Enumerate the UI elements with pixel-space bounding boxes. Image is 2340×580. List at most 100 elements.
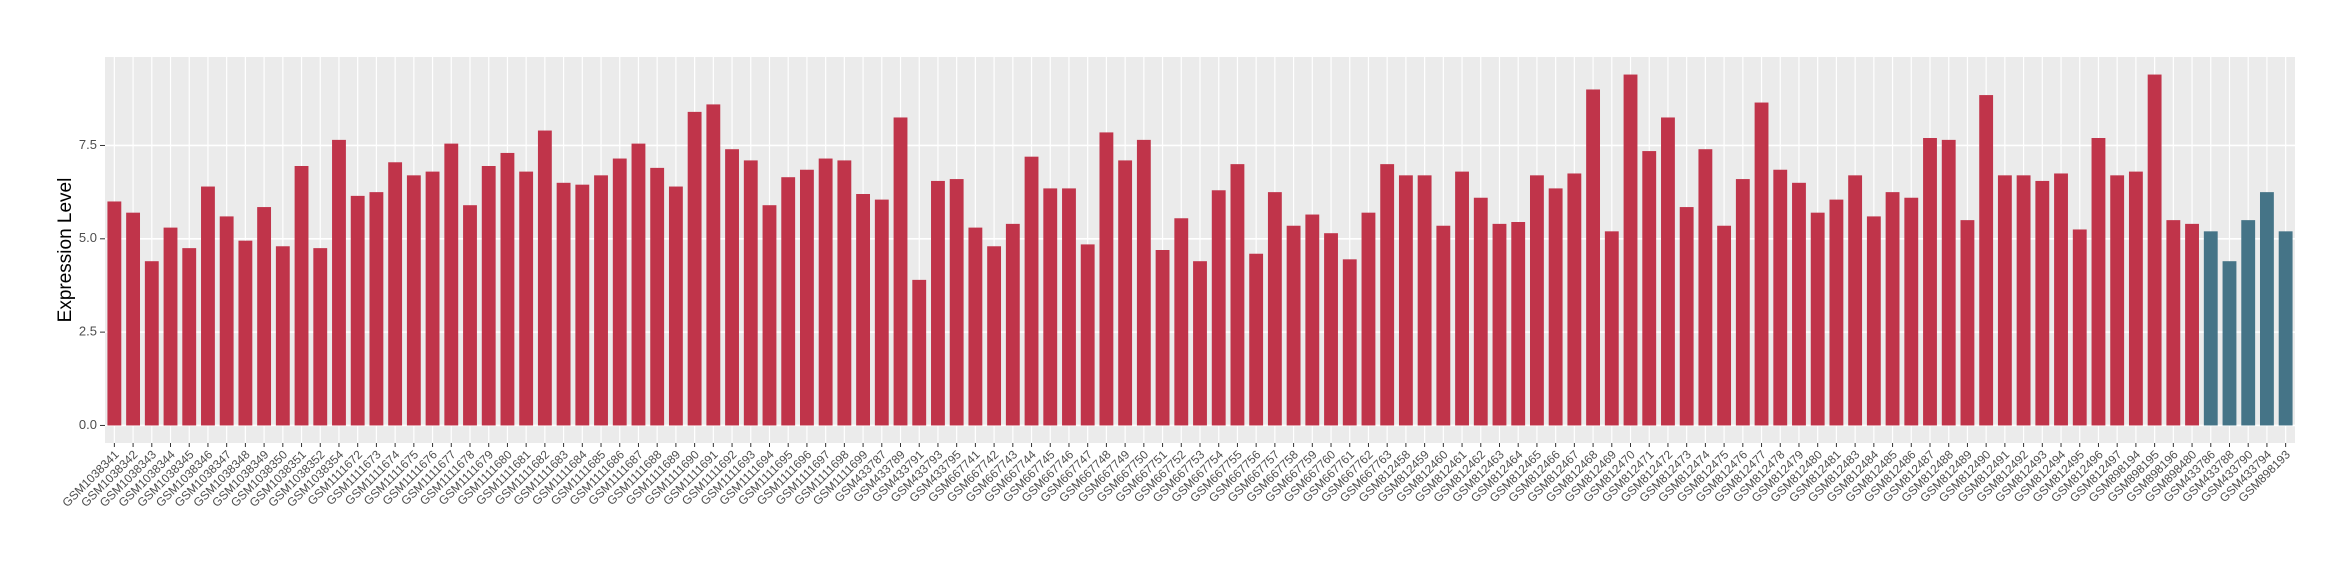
bar	[594, 175, 608, 426]
bar	[1623, 74, 1638, 426]
bar	[2185, 223, 2199, 426]
bar	[612, 158, 627, 426]
bar	[1342, 259, 1357, 426]
bar	[369, 192, 384, 426]
bar	[163, 227, 178, 426]
bar	[350, 195, 365, 426]
bar	[1960, 220, 1975, 426]
bar	[1698, 149, 1713, 426]
bar	[1923, 138, 1937, 426]
bar	[2110, 175, 2125, 426]
bar	[1005, 223, 1020, 426]
bar	[2016, 175, 2031, 426]
bar	[1979, 95, 1994, 426]
bar	[912, 279, 927, 426]
bar	[1455, 171, 1469, 426]
bar	[1118, 160, 1133, 426]
bar	[556, 182, 571, 426]
bar	[182, 248, 197, 426]
bar	[1885, 192, 1900, 426]
bar	[1492, 223, 1507, 426]
bar	[481, 166, 496, 426]
bar	[893, 117, 908, 426]
bar	[1586, 89, 1601, 426]
bar	[1305, 214, 1320, 426]
bar	[1024, 156, 1039, 426]
bar	[706, 104, 721, 426]
bar	[1511, 222, 1526, 426]
bar	[1062, 188, 1076, 426]
bar	[201, 186, 215, 426]
bar	[1043, 188, 1058, 426]
bar	[388, 162, 403, 426]
bar	[425, 171, 440, 426]
bar	[668, 186, 683, 426]
y-tick-label: 5.0	[79, 230, 97, 245]
bar	[126, 212, 141, 426]
bar	[2166, 220, 2181, 426]
bar	[537, 130, 552, 426]
bar	[2054, 173, 2068, 426]
bar	[968, 227, 983, 426]
bar	[1174, 218, 1189, 426]
bar	[444, 143, 459, 426]
bar	[1735, 179, 1750, 426]
bar	[2128, 171, 2143, 426]
bar	[781, 177, 796, 426]
bar	[1436, 225, 1451, 426]
bar	[463, 205, 477, 426]
bar	[1848, 175, 1863, 426]
bar	[874, 199, 889, 426]
bar	[275, 246, 290, 426]
bar	[2278, 231, 2293, 426]
bar	[575, 184, 590, 426]
bar	[1754, 102, 1769, 426]
bar	[799, 169, 814, 426]
bar	[2222, 261, 2237, 426]
y-tick-label: 2.5	[79, 324, 97, 339]
bar	[818, 158, 833, 426]
bar	[2203, 231, 2218, 426]
bar	[313, 248, 328, 426]
bar	[1324, 233, 1338, 426]
bar	[1136, 139, 1151, 426]
bar	[2091, 138, 2106, 426]
bar	[631, 143, 646, 426]
bar	[1904, 197, 1919, 426]
y-tick-label: 7.5	[79, 137, 97, 152]
bar	[1773, 169, 1788, 426]
bar	[107, 201, 122, 426]
bar	[1417, 175, 1432, 426]
bar	[837, 160, 852, 426]
bar	[762, 205, 777, 426]
bar	[219, 216, 234, 426]
bar	[1792, 182, 1806, 426]
bar	[1193, 261, 1207, 426]
bar	[725, 149, 739, 426]
bar	[2035, 180, 2050, 426]
bar	[1249, 253, 1264, 426]
bar	[1548, 188, 1563, 426]
bar	[1604, 231, 1619, 426]
bar	[1567, 173, 1582, 426]
bar	[257, 207, 272, 426]
bar	[1380, 164, 1395, 426]
bar	[519, 171, 534, 426]
bar	[1361, 212, 1376, 426]
bar	[1997, 175, 2012, 426]
bar	[500, 152, 515, 426]
bar	[1829, 199, 1844, 426]
bar	[2241, 220, 2256, 426]
bar	[1211, 190, 1226, 426]
bar	[987, 246, 1002, 426]
bar	[406, 175, 421, 426]
bar	[2147, 74, 2162, 426]
bar	[2259, 192, 2274, 426]
bar	[687, 111, 702, 426]
bar	[144, 261, 159, 426]
bar	[650, 167, 665, 426]
bar	[1717, 225, 1732, 426]
bar	[1099, 132, 1114, 426]
bar	[743, 160, 758, 426]
